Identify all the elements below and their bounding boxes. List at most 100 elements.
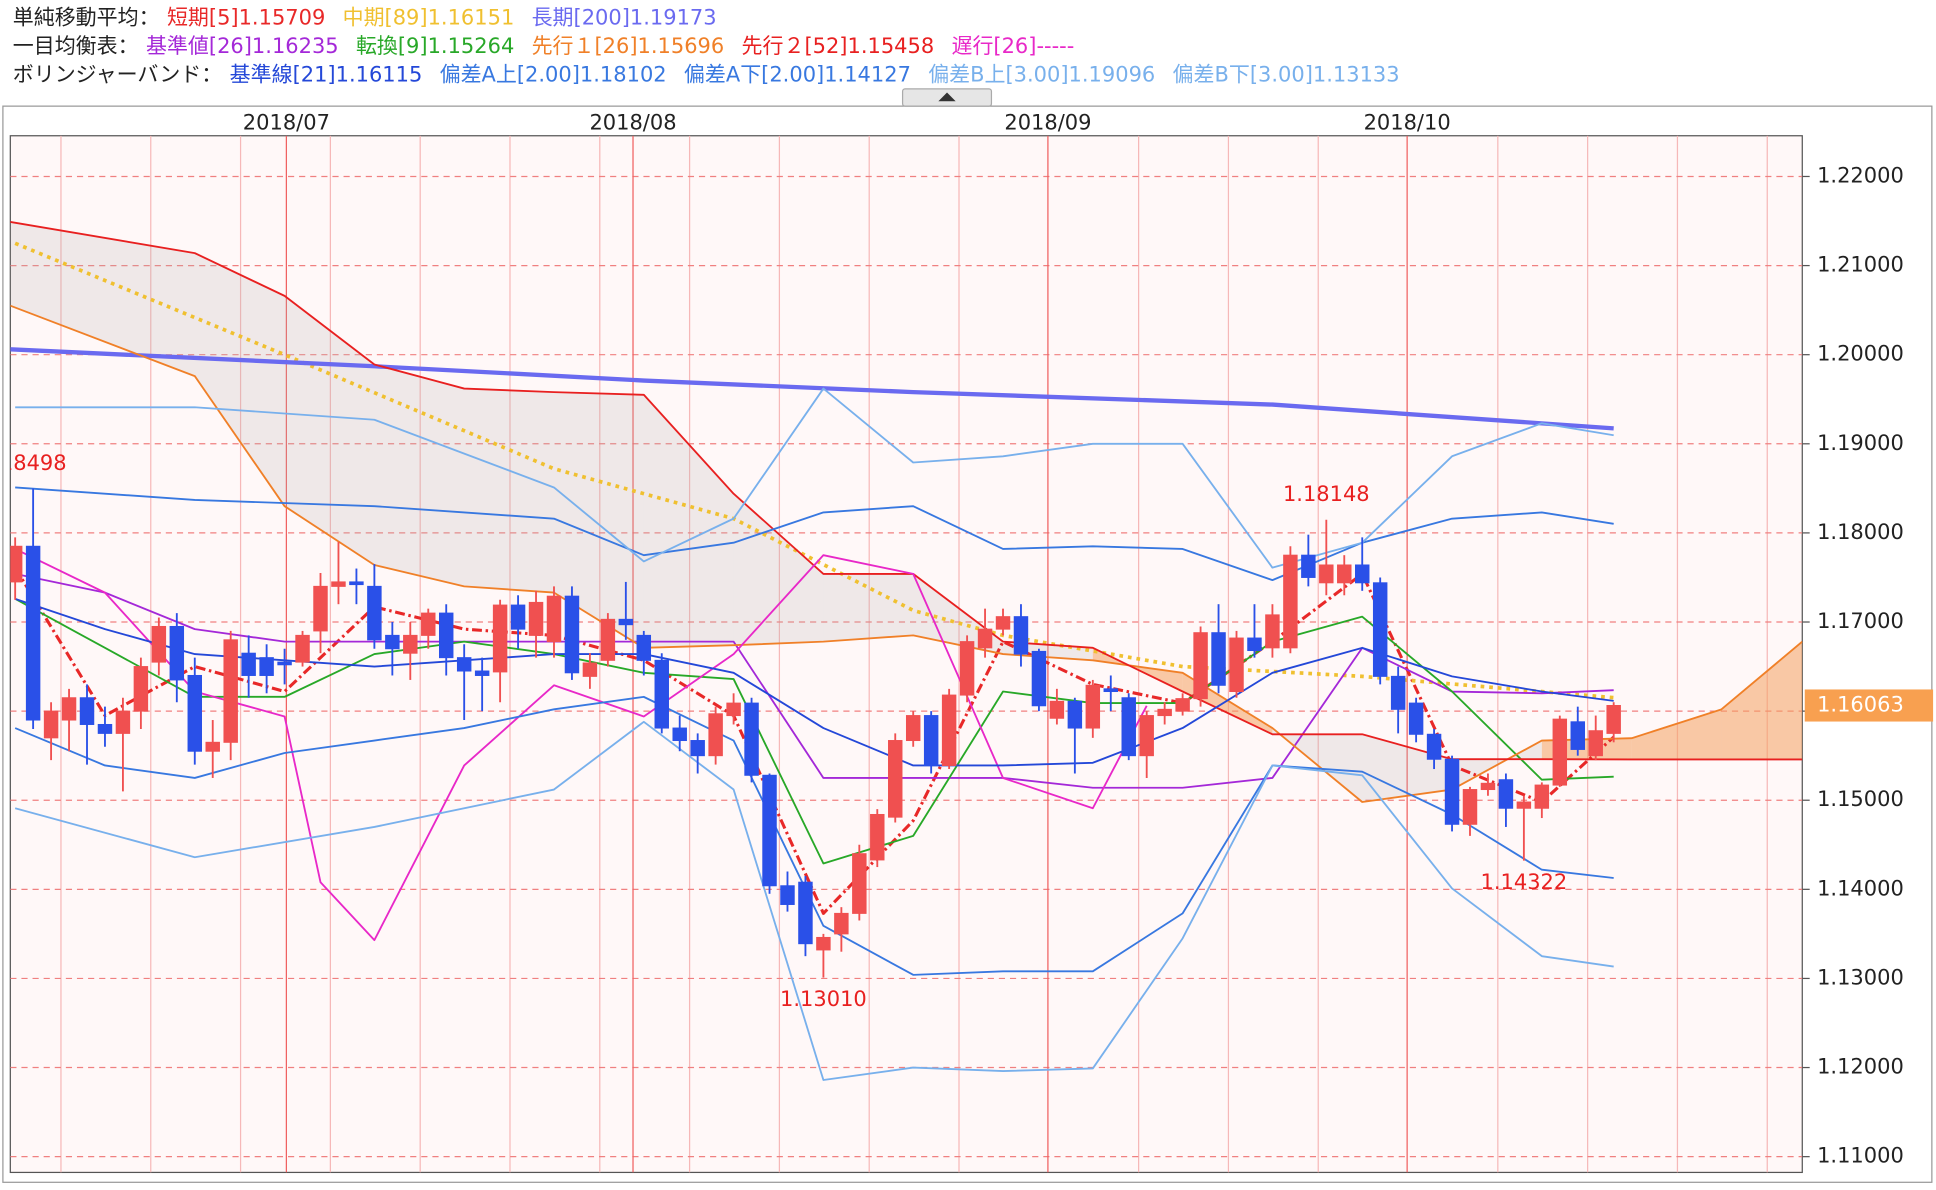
candle-body: [295, 634, 310, 663]
candle-body: [834, 912, 849, 935]
candle-body: [438, 612, 454, 659]
y-tick-label: 1.17000: [1817, 609, 1904, 633]
candle-body: [1175, 698, 1190, 712]
candle-body: [1247, 637, 1262, 652]
candle-body: [1570, 721, 1585, 750]
legend-entry: 転換[9]1.15264: [356, 34, 514, 58]
plot-layer: 1.18498 1.13010 1.18148 1.14322: [10, 135, 1803, 1173]
cloud-segment: [464, 388, 554, 593]
candle-body: [654, 659, 669, 729]
y-tick-label: 1.11000: [1817, 1144, 1904, 1168]
legend-entry: 偏差B下[3.00]1.13133: [1173, 62, 1400, 86]
candle-body: [1301, 554, 1316, 578]
candle-body: [1372, 582, 1388, 677]
candle-body: [241, 652, 256, 676]
candle-body: [223, 639, 238, 743]
candle-body: [510, 604, 526, 630]
cloud-segment: [643, 394, 734, 648]
candle-body: [977, 628, 993, 649]
candle-body: [582, 662, 598, 677]
candle-body: [762, 774, 777, 887]
y-tick-label: 1.19000: [1817, 431, 1904, 455]
candle-body: [852, 853, 867, 914]
candle-body: [313, 585, 328, 632]
y-tick-label: 1.13000: [1817, 965, 1904, 989]
candle-body: [187, 674, 203, 752]
candle-body: [744, 702, 759, 776]
x-tick-label: 2018/08: [589, 110, 676, 134]
candle-body: [10, 545, 23, 583]
cloud-segment: [1362, 734, 1453, 803]
candle-body: [115, 710, 131, 734]
x-tick-label: 2018/09: [1004, 110, 1091, 134]
candle-body: [636, 634, 652, 661]
candle-body: [1157, 708, 1172, 717]
legend-group-title: 一目均衡表：: [13, 34, 139, 58]
indicator-line: [14, 598, 1614, 865]
candle-body: [1193, 632, 1208, 700]
candle-body: [959, 641, 975, 696]
x-tick-label: 2018/07: [243, 110, 330, 134]
plot-area: [9, 135, 1803, 1174]
candle-body: [1085, 684, 1101, 729]
legend-entry: 偏差A下[2.00]1.14127: [684, 62, 911, 86]
candle-body: [798, 881, 813, 945]
candle-body: [1534, 784, 1550, 809]
candle-body: [888, 740, 903, 818]
candle-body: [1121, 697, 1136, 757]
legend-entry: 遅行[26]-----: [951, 34, 1074, 58]
candle-body: [1229, 637, 1244, 693]
last-price-label: 1.16063: [1817, 693, 1904, 717]
legend-group-title: ボリンジャーバンド：: [13, 62, 222, 86]
cloud-segment: [194, 253, 285, 507]
candle-body: [474, 670, 490, 676]
candle-body: [1426, 733, 1442, 760]
candle-body: [277, 661, 292, 666]
candle-body: [564, 595, 580, 674]
legend-entry: 基準値[26]1.16235: [146, 34, 339, 58]
last-price-box: [1804, 689, 1934, 722]
candle-body: [151, 625, 167, 663]
indicator-line: [14, 241, 1614, 700]
candle-body: [816, 936, 831, 951]
candle-body: [1390, 675, 1406, 710]
candle-body: [672, 727, 687, 742]
candle-body: [421, 612, 436, 636]
candle-body: [349, 581, 364, 586]
candle-body: [61, 697, 77, 721]
candle-body: [1067, 700, 1083, 729]
candle-body: [1013, 616, 1029, 655]
cloud-segment: [374, 364, 465, 587]
y-tick-label: 1.21000: [1817, 253, 1904, 277]
indicator-line: [10, 221, 1803, 761]
candle-body: [25, 545, 41, 721]
legend-entry: 先行２[52]1.15458: [742, 34, 935, 58]
candle-body: [1552, 718, 1568, 786]
candle-body: [403, 634, 418, 654]
candle-body: [708, 713, 723, 757]
y-tick-label: 1.15000: [1817, 787, 1904, 811]
candle-body: [1031, 650, 1047, 707]
legend-entry: 偏差B上[3.00]1.19096: [928, 62, 1155, 86]
candle-body: [1462, 789, 1478, 825]
price-annotation: 1.13010: [780, 987, 867, 1011]
candle-body: [259, 657, 274, 676]
indicator-line: [15, 387, 1614, 569]
candle-body: [1444, 758, 1460, 825]
candle-body: [1606, 705, 1621, 734]
candle-body: [43, 710, 59, 739]
y-tick-label: 1.22000: [1817, 163, 1904, 187]
candle-body: [1283, 554, 1298, 649]
candle-body: [1355, 564, 1370, 584]
candle-body: [546, 595, 562, 643]
collapse-arrow: [938, 92, 956, 102]
candle-body: [1337, 564, 1352, 584]
legend-entry: 短期[5]1.15709: [167, 6, 325, 30]
legend-group-title: 単純移動平均：: [13, 6, 160, 30]
candle-body: [367, 585, 382, 641]
candle-body: [97, 723, 113, 734]
candle-body: [1498, 779, 1514, 809]
candle-body: [780, 885, 795, 905]
candle-body: [492, 604, 508, 673]
y-tick-label: 1.12000: [1817, 1055, 1904, 1079]
